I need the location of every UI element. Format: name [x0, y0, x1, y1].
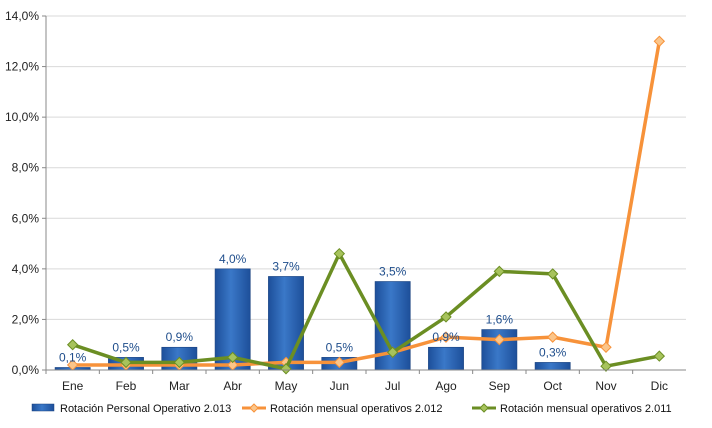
y-tick-label: 10,0% [5, 110, 39, 124]
grid [46, 15, 686, 320]
legend-item: Rotación mensual operativos 2.011 [472, 403, 672, 415]
y-tick-label: 14,0% [5, 9, 39, 23]
marker-2012 [333, 356, 346, 369]
x-tick-label: Mar [169, 379, 190, 393]
x-axis: Ene Feb Mar Abr May Jun Jul Ago Sep Oct Nov Dic [45, 369, 686, 393]
x-tick-label: Sep [489, 379, 511, 393]
bar-data-label: 0,9% [432, 330, 460, 344]
y-tick-label: 2,0% [12, 312, 40, 326]
y-axis: 0,0% 2,0% 4,0% 6,0% 8,0% 10,0% 12,0% 14,0% [5, 9, 47, 377]
bar-data-label: 4,0% [219, 252, 247, 266]
y-tick-label: 0,0% [12, 363, 40, 377]
line-2012 [72, 40, 662, 367]
y-tick-label: 4,0% [12, 262, 40, 276]
x-tick-label: Abr [223, 379, 242, 393]
legend-item: Rotación Personal Operativo 2.013 [31, 403, 231, 415]
bar-data-label: 0,9% [166, 330, 194, 344]
marker-2011 [280, 363, 292, 375]
marker-2011 [226, 351, 239, 364]
marker-2011 [173, 356, 186, 369]
legend-marker [479, 403, 489, 413]
marker-2011 [653, 350, 666, 362]
bar-data-label: 0,5% [112, 340, 140, 354]
marker-2011 [440, 311, 452, 323]
legend: Rotación Personal Operativo 2.013 Rotació… [31, 403, 672, 415]
line-series [66, 35, 666, 375]
marker-2012 [440, 331, 452, 343]
marker-2011 [333, 247, 346, 260]
x-tick-label: May [275, 379, 298, 393]
marker-2011 [600, 360, 612, 372]
x-tick-label: Ene [62, 379, 84, 393]
bar-data-label: 3,5% [379, 265, 407, 279]
x-tick-label: Ago [435, 379, 457, 393]
marker-2012 [493, 333, 506, 346]
line-2011 [72, 251, 660, 371]
bar-data-label: 0,1% [59, 350, 87, 364]
marker-2011 [493, 265, 506, 278]
x-tick-label: Jul [385, 379, 400, 393]
legend-marker [249, 403, 259, 413]
marker-2011 [66, 339, 79, 351]
x-tick-label: Feb [116, 379, 137, 393]
marker-2011 [120, 356, 132, 369]
bar [268, 276, 304, 371]
legend-item: Rotación mensual operativos 2.012 [242, 403, 442, 415]
x-tick-label: Jun [330, 379, 349, 393]
x-tick-label: Oct [543, 379, 562, 393]
x-tick-label: Dic [651, 379, 668, 393]
data-labels: 0,1% 0,5% 0,9% 4,0% 3,7% 0,5% 3,5% 0,9% 1,6% 0,3% [59, 252, 567, 365]
legend-label: Rotación mensual operativos 2.012 [270, 403, 442, 415]
bar-data-label: 0,3% [539, 345, 567, 359]
marker-2011 [386, 346, 399, 359]
marker-2011 [546, 268, 559, 280]
marker-2012 [600, 341, 612, 353]
bar [534, 362, 571, 371]
legend-label: Rotación mensual operativos 2.011 [500, 403, 672, 415]
marker-2012 [546, 331, 559, 343]
marker-2012 [653, 35, 666, 47]
bar [428, 346, 464, 371]
x-tick-label: Nov [595, 379, 616, 393]
legend-label: Rotación Personal Operativo 2.013 [60, 403, 231, 415]
bar-data-label: 1,6% [486, 313, 514, 327]
y-tick-label: 6,0% [12, 211, 40, 225]
legend-swatch [31, 403, 55, 412]
bar-data-label: 0,5% [326, 340, 354, 354]
y-tick-label: 8,0% [12, 161, 40, 175]
bar-series [54, 268, 571, 371]
y-tick-label: 12,0% [5, 60, 39, 74]
bar-data-label: 3,7% [272, 259, 300, 273]
